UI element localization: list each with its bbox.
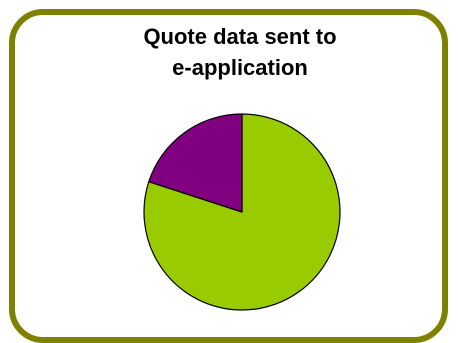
chart-title-line-2: e-application [172, 55, 308, 80]
pie-slice-2 [148, 113, 243, 213]
chart-title: Quote data sent to e-application [0, 21, 460, 83]
chart-title-line-1: Quote data sent to [143, 24, 337, 49]
